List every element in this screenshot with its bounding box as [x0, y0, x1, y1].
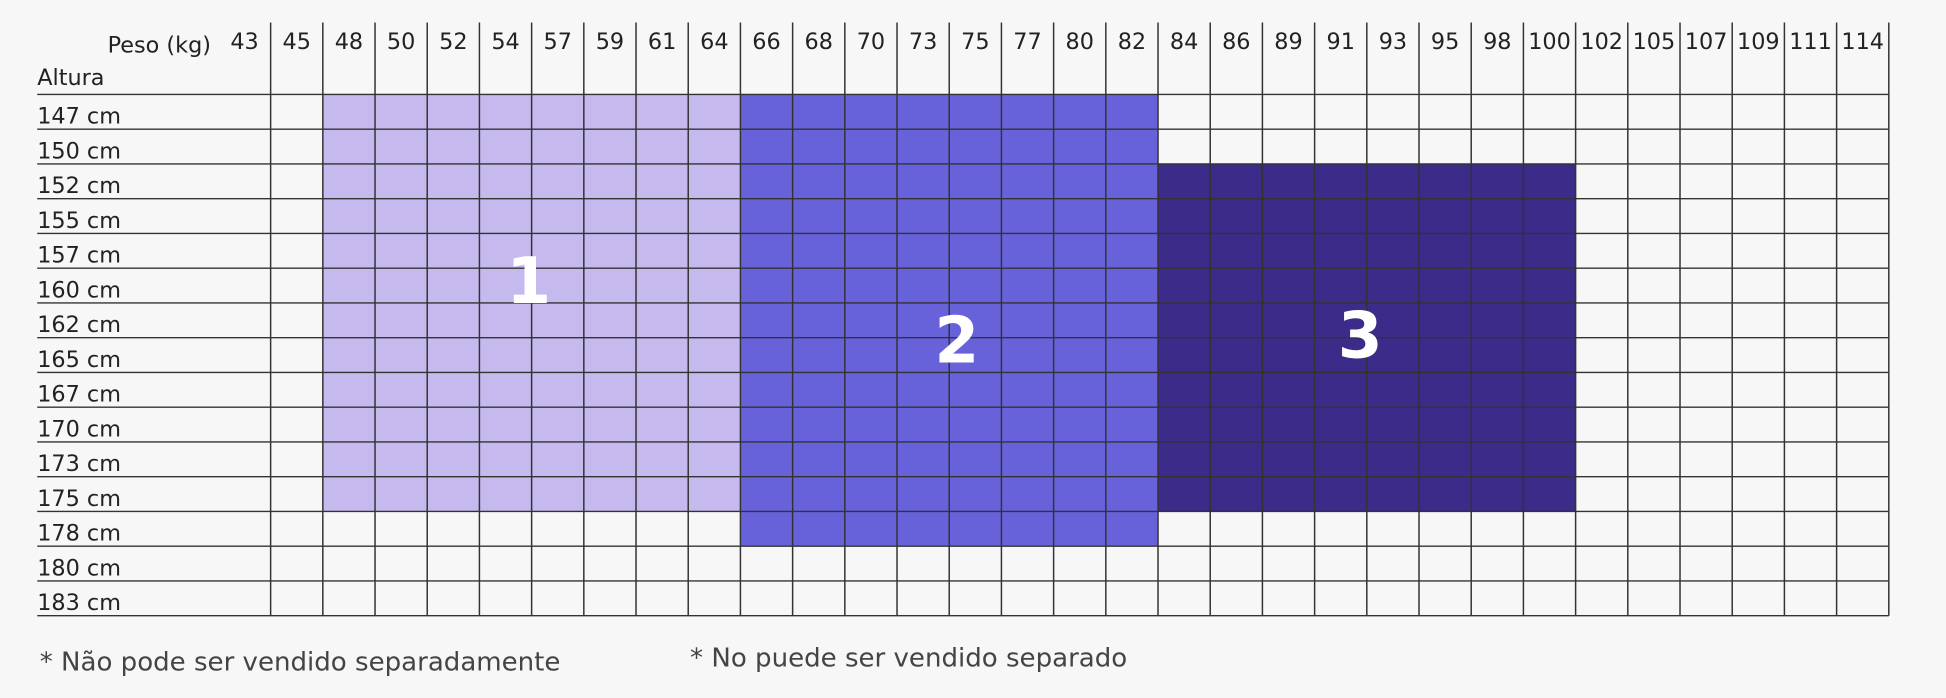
weight-label: 102: [1580, 29, 1623, 55]
weight-label: 59: [596, 29, 624, 55]
height-label: 173 cm: [37, 451, 121, 477]
weight-label: 111: [1789, 29, 1832, 55]
weight-label: 66: [752, 29, 780, 55]
weight-label: 105: [1633, 29, 1676, 55]
weight-label: 54: [491, 29, 519, 55]
height-label: 160 cm: [37, 277, 121, 303]
weight-label: 89: [1274, 29, 1302, 55]
weight-label: 109: [1737, 29, 1780, 55]
weight-label: 73: [909, 29, 937, 55]
weight-label: 64: [700, 29, 728, 55]
height-label: 180 cm: [37, 555, 121, 581]
height-label: 170 cm: [37, 416, 121, 442]
weight-label: 45: [283, 29, 311, 55]
weight-label: 84: [1170, 29, 1198, 55]
height-label: 175 cm: [37, 486, 121, 512]
weight-label: 57: [544, 29, 572, 55]
height-label: 162 cm: [37, 312, 121, 338]
height-label: 167 cm: [37, 382, 121, 408]
weight-label: 52: [439, 29, 467, 55]
weight-label: 50: [387, 29, 415, 55]
weight-label: 80: [1066, 29, 1094, 55]
weight-label: 82: [1118, 29, 1146, 55]
weight-label: 61: [648, 29, 676, 55]
zone-label: 2: [934, 304, 979, 379]
weight-label: 100: [1528, 29, 1571, 55]
weight-header: Peso (kg): [108, 33, 211, 59]
height-label: 157 cm: [37, 243, 121, 269]
weight-label: 91: [1327, 29, 1355, 55]
height-label: 178 cm: [37, 521, 121, 547]
height-label: 183 cm: [37, 590, 121, 616]
weight-label: 107: [1685, 29, 1728, 55]
height-label: 150 cm: [37, 138, 121, 164]
weight-label: 86: [1222, 29, 1250, 55]
weight-label: 114: [1841, 29, 1884, 55]
weight-label: 68: [805, 29, 833, 55]
height-label: 152 cm: [37, 173, 121, 199]
weight-label: 70: [857, 29, 885, 55]
height-header: Altura: [37, 65, 104, 91]
zone-label: 3: [1338, 299, 1383, 374]
height-label: 155 cm: [37, 208, 121, 234]
weight-label: 48: [335, 29, 363, 55]
weight-label: 43: [230, 29, 258, 55]
zone-label: 1: [506, 244, 551, 319]
weight-label: 98: [1483, 29, 1511, 55]
height-label: 165 cm: [37, 347, 121, 373]
height-label: 147 cm: [37, 104, 121, 130]
weight-label: 75: [961, 29, 989, 55]
weight-label: 95: [1431, 29, 1459, 55]
footer-note: * No puede ser vendido separado: [690, 644, 1127, 674]
footer-note: * Não pode ser vendido separadamente: [40, 647, 561, 677]
weight-label: 93: [1379, 29, 1407, 55]
weight-label: 77: [1013, 29, 1041, 55]
